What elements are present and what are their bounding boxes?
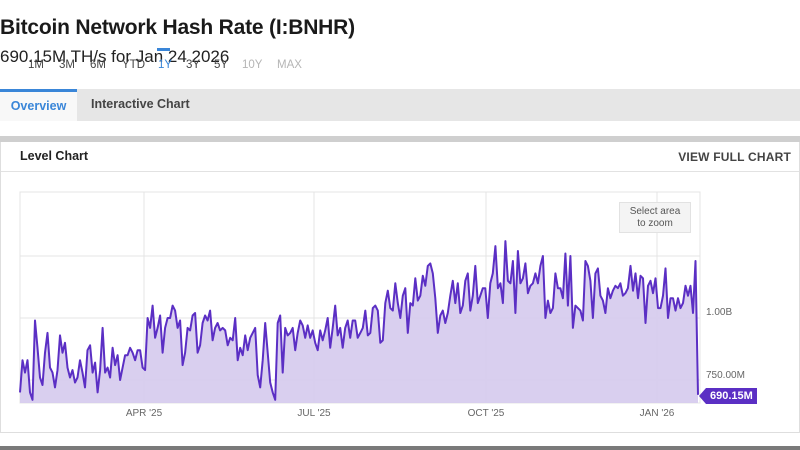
range-6m[interactable]: 6M [90, 59, 106, 71]
tab-interactive-chart[interactable]: Interactive Chart [91, 97, 190, 111]
view-full-chart-link[interactable]: VIEW FULL CHART [678, 150, 791, 164]
page-title: Bitcoin Network Hash Rate (I:BNHR) [0, 16, 355, 39]
panel-header: Level Chart VIEW FULL CHART [1, 142, 799, 172]
x-tick-oct-25: OCT '25 [467, 408, 505, 419]
series-area-fill [20, 241, 698, 403]
last-value-tag: 690.15M [699, 388, 757, 404]
range-1y[interactable]: 1Y [158, 59, 173, 71]
tab-bar: Overview Interactive Chart [0, 89, 800, 121]
current-value-subtitle: 690.15M TH/s for Jan 24 2026 [0, 47, 230, 66]
y-tick-1b: 1.00B [706, 307, 733, 318]
range-ytd[interactable]: YTD [122, 59, 145, 71]
range-5y[interactable]: 5Y [214, 59, 229, 71]
zoom-hint-line2: to zoom [637, 218, 673, 229]
x-tick-apr-25: APR '25 [125, 408, 163, 419]
x-tick-jul-25: JUL '25 [297, 408, 331, 419]
range-1m[interactable]: 1M [28, 59, 44, 71]
bottom-divider [0, 446, 800, 450]
active-range-indicator [157, 48, 170, 51]
range-3y[interactable]: 3Y [186, 59, 201, 71]
range-10y: 10Y [242, 59, 263, 71]
range-3m[interactable]: 3M [59, 59, 75, 71]
zoom-hint-line1: Select area [629, 206, 681, 217]
tab-overview[interactable]: Overview [0, 89, 77, 121]
panel-title: Level Chart [20, 149, 89, 163]
select-area-zoom-hint: Select area to zoom [619, 202, 691, 233]
range-max: MAX [277, 59, 302, 71]
panel-top-divider [0, 136, 800, 142]
series-line [19, 240, 699, 401]
x-tick-jan-26: JAN '26 [639, 408, 675, 419]
y-tick-750m: 750.00M [706, 370, 745, 381]
